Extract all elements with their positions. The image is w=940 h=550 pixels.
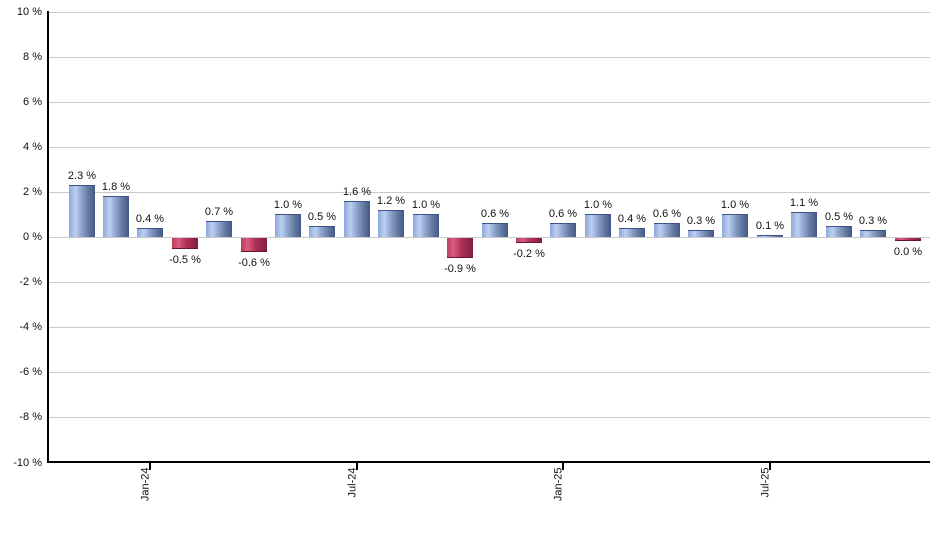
y-tick-label: -10 % (13, 457, 42, 469)
bar-value-label: 1.8 % (101, 181, 131, 193)
bar-value-label: 0.0 % (893, 246, 923, 258)
bar-Feb-24 (172, 238, 198, 249)
gridline-8 (48, 57, 930, 58)
x-tick-Jan-24 (149, 463, 151, 470)
bar-May-24 (275, 214, 301, 237)
bar-value-label: -0.5 % (169, 254, 201, 266)
x-tick-Jul-25 (769, 463, 771, 470)
bar-Dec-23 (103, 196, 129, 237)
bar-value-label: 1.2 % (376, 195, 406, 207)
bar-Sep-24 (413, 214, 439, 237)
bar-Apr-24 (241, 238, 267, 252)
bar-Apr-25 (654, 223, 680, 237)
bar-value-label: 1.6 % (342, 186, 372, 198)
x-tick-label: Jul-24 (346, 467, 359, 498)
x-tick-Jan-25 (562, 463, 564, 470)
bar-value-label: 0.6 % (548, 208, 578, 220)
y-tick-label: 8 % (23, 51, 42, 63)
bar-May-25 (688, 230, 714, 237)
y-tick-label: 10 % (16, 6, 42, 18)
bar-value-label: 0.3 % (858, 215, 888, 227)
bar-Feb-25 (585, 214, 611, 237)
bar-value-label: 2.3 % (67, 170, 97, 182)
bar-Jul-25 (757, 235, 783, 237)
bar-value-label: -0.9 % (444, 263, 476, 275)
y-tick-label: 2 % (23, 186, 42, 198)
bar-value-label: 1.1 % (789, 197, 819, 209)
y-tick-label: -2 % (19, 276, 42, 288)
bar-Nov-25 (895, 238, 921, 241)
bar-value-label: 0.7 % (204, 206, 234, 218)
bar-Jan-25 (550, 223, 576, 237)
bar-value-label: 0.4 % (135, 213, 165, 225)
bar-value-label: 0.4 % (617, 213, 647, 225)
bar-Aug-25 (791, 212, 817, 237)
bar-value-label: 0.6 % (480, 208, 510, 220)
y-axis-line (47, 11, 49, 463)
bar-Jan-24 (137, 228, 163, 237)
bar-Jul-24 (344, 201, 370, 237)
bar-value-label: 1.0 % (411, 199, 441, 211)
gridline--4 (48, 327, 930, 328)
bar-Jun-25 (722, 214, 748, 237)
gridline--2 (48, 282, 930, 283)
bar-value-label: -0.6 % (238, 257, 270, 269)
bar-Mar-24 (206, 221, 232, 237)
y-tick-label: -8 % (19, 411, 42, 423)
gridline-4 (48, 147, 930, 148)
bar-value-label: 0.1 % (755, 220, 785, 232)
bar-Nov-23 (69, 185, 95, 237)
gridline--6 (48, 372, 930, 373)
bar-Mar-25 (619, 228, 645, 237)
bar-Sep-25 (826, 226, 852, 237)
x-tick-Jul-24 (356, 463, 358, 470)
y-tick-label: 4 % (23, 141, 42, 153)
bar-Oct-25 (860, 230, 886, 237)
x-tick-label: Jan-25 (552, 467, 565, 502)
bar-value-label: 0.5 % (307, 211, 337, 223)
bar-Jun-24 (309, 226, 335, 237)
bar-value-label: 0.5 % (824, 211, 854, 223)
bar-value-label: -0.2 % (513, 248, 545, 260)
x-tick-label: Jul-25 (759, 467, 772, 498)
bar-value-label: 0.3 % (686, 215, 716, 227)
gridline-2 (48, 192, 930, 193)
y-tick-label: 0 % (23, 231, 42, 243)
bar-Oct-24 (447, 238, 473, 258)
x-axis-line (47, 461, 930, 463)
y-tick-label: 6 % (23, 96, 42, 108)
bar-Dec-24 (516, 238, 542, 243)
bar-Aug-24 (378, 210, 404, 237)
bar-value-label: 1.0 % (583, 199, 613, 211)
gridline-6 (48, 102, 930, 103)
gridline-0 (48, 237, 930, 238)
bar-value-label: 0.6 % (652, 208, 682, 220)
y-tick-label: -6 % (19, 366, 42, 378)
gridline--8 (48, 417, 930, 418)
gridline-10 (48, 12, 930, 13)
bar-value-label: 1.0 % (273, 199, 303, 211)
bar-value-label: 1.0 % (720, 199, 750, 211)
bar-Nov-24 (482, 223, 508, 237)
x-tick-label: Jan-24 (139, 467, 152, 502)
y-tick-label: -4 % (19, 321, 42, 333)
